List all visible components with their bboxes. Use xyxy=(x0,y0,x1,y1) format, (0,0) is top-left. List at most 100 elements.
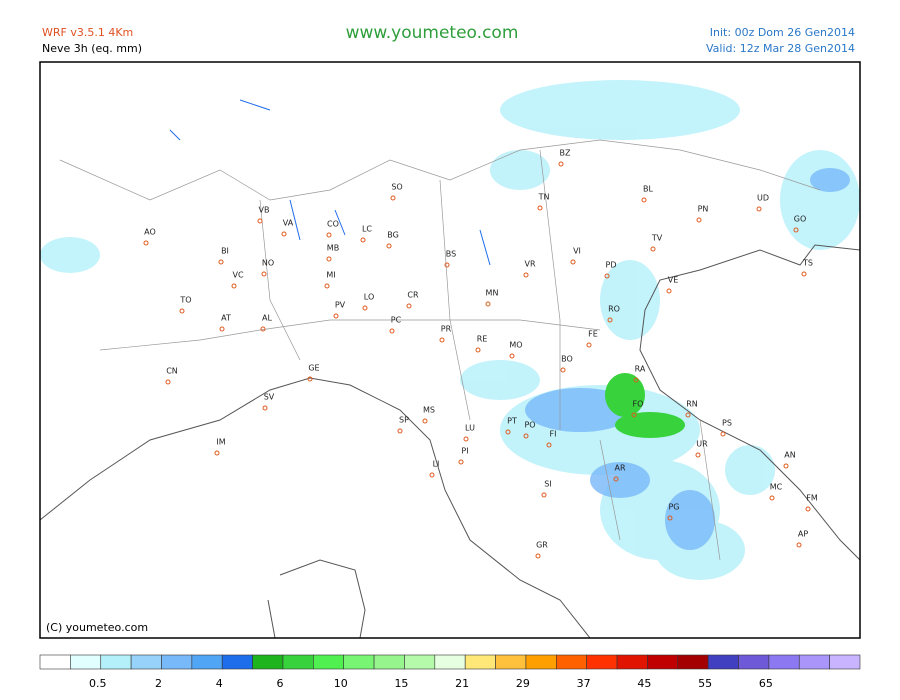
city-marker xyxy=(546,442,552,448)
city-marker xyxy=(695,452,701,458)
city-label: BG xyxy=(387,231,399,240)
colorbar-swatch xyxy=(404,654,436,670)
city-marker xyxy=(604,273,610,279)
colorbar-swatch xyxy=(647,654,679,670)
init-label: Init: 00z Dom 26 Gen2014 xyxy=(710,26,855,39)
city-label: NO xyxy=(262,259,274,268)
city-label: AN xyxy=(784,451,795,460)
city-marker xyxy=(613,476,619,482)
city-marker xyxy=(586,342,592,348)
colorbar-label: 6 xyxy=(276,677,283,690)
city-marker xyxy=(607,317,613,323)
city-label: LC xyxy=(362,225,372,234)
colorbar-label: 29 xyxy=(516,677,530,690)
city-label: VA xyxy=(283,219,294,228)
city-marker xyxy=(362,305,368,311)
city-label: PO xyxy=(524,421,535,430)
city-label: BL xyxy=(643,185,653,194)
city-marker xyxy=(535,553,541,559)
city-marker xyxy=(214,450,220,456)
city-marker xyxy=(429,472,435,478)
city-marker xyxy=(165,379,171,385)
city-label: FO xyxy=(633,400,644,409)
colorbar-label: 65 xyxy=(759,677,773,690)
city-marker xyxy=(769,495,775,501)
colorbar-swatch xyxy=(555,654,587,670)
city-marker xyxy=(793,227,799,233)
colorbar-swatch xyxy=(252,654,284,670)
city-label: MC xyxy=(770,483,783,492)
city-marker xyxy=(262,405,268,411)
city-marker xyxy=(801,271,807,277)
city-label: FI xyxy=(550,430,557,439)
city-label: GO xyxy=(794,215,807,224)
colorbar-swatch xyxy=(100,654,132,670)
city-label: PS xyxy=(722,419,732,428)
colorbar-swatch xyxy=(495,654,527,670)
city-label: RO xyxy=(608,305,620,314)
colorbar-swatch xyxy=(798,654,830,670)
city-marker xyxy=(386,243,392,249)
city-marker xyxy=(326,232,332,238)
city-label: VR xyxy=(524,260,535,269)
city-marker xyxy=(641,197,647,203)
city-label: CN xyxy=(166,367,178,376)
city-marker xyxy=(505,429,511,435)
city-marker xyxy=(281,231,287,237)
colorbar-swatch xyxy=(39,654,71,670)
colorbar-swatch xyxy=(282,654,314,670)
region-borders xyxy=(59,139,821,561)
city-label: RE xyxy=(477,335,488,344)
city-marker xyxy=(324,283,330,289)
city-marker xyxy=(406,303,412,309)
city-marker xyxy=(458,459,464,465)
colorbar-swatch xyxy=(738,654,770,670)
city-label: AL xyxy=(262,314,272,323)
colorbar-label: 4 xyxy=(216,677,223,690)
map-frame xyxy=(39,61,861,639)
city-label: IM xyxy=(216,438,225,447)
city-marker xyxy=(685,412,691,418)
city-marker xyxy=(696,217,702,223)
city-label: AO xyxy=(144,228,156,237)
city-marker xyxy=(463,436,469,442)
colorbar-swatch xyxy=(464,654,496,670)
copyright: (C) youmeteo.com xyxy=(46,621,148,634)
city-marker xyxy=(560,367,566,373)
city-label: BO xyxy=(561,355,573,364)
city-label: TN xyxy=(538,193,550,202)
city-label: UD xyxy=(757,194,769,203)
city-marker xyxy=(523,433,529,439)
colorbar-swatch xyxy=(525,654,557,670)
city-label: FE xyxy=(588,330,598,339)
snow-field xyxy=(525,168,850,550)
city-marker xyxy=(389,328,395,334)
variable-label: Neve 3h (eq. mm) xyxy=(42,42,142,55)
colorbar-swatch xyxy=(829,654,861,670)
city-label: TV xyxy=(651,234,663,243)
city-label: SO xyxy=(391,183,402,192)
city-marker xyxy=(633,377,639,383)
city-marker xyxy=(666,288,672,294)
city-marker xyxy=(422,418,428,424)
colorbar-swatch xyxy=(677,654,709,670)
colorbar-swatch xyxy=(130,654,162,670)
city-marker xyxy=(143,240,149,246)
city-marker xyxy=(570,259,576,265)
city-marker xyxy=(756,206,762,212)
colorbar-swatch xyxy=(586,654,618,670)
snow-field xyxy=(605,373,685,438)
city-label: UR xyxy=(696,440,708,449)
city-marker xyxy=(218,259,224,265)
site-label: www.youmeteo.com xyxy=(346,23,519,43)
city-label: SI xyxy=(544,480,551,489)
city-label: PT xyxy=(507,417,517,426)
city-marker xyxy=(796,542,802,548)
city-marker xyxy=(667,515,673,521)
city-label: PV xyxy=(335,301,346,310)
city-label: GE xyxy=(308,364,319,373)
city-label: AR xyxy=(614,464,625,473)
city-label: LO xyxy=(364,293,374,302)
